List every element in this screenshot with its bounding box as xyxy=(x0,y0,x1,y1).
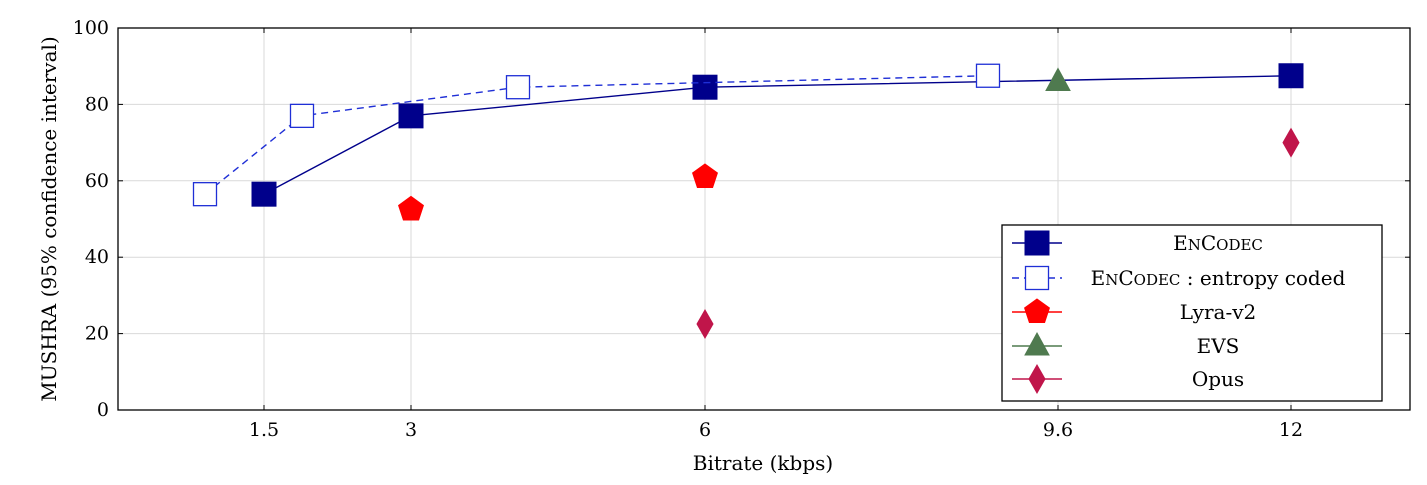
x-tick-label: 3 xyxy=(405,419,417,441)
legend-label-part: C xyxy=(1201,231,1216,255)
series-layer xyxy=(192,63,1304,340)
data-point xyxy=(192,182,218,207)
data-point xyxy=(1278,63,1304,89)
series-0 xyxy=(251,63,1304,207)
data-point xyxy=(398,195,424,221)
data-point xyxy=(692,163,718,188)
legend-item: ENCODEC xyxy=(1012,230,1263,256)
legend-label-part: N xyxy=(1105,271,1118,289)
legend-marker xyxy=(1024,298,1050,323)
series-4 xyxy=(696,127,1300,340)
series-line xyxy=(204,75,989,195)
legend-label: ENCODEC xyxy=(1173,231,1263,255)
x-tick-label: 9.6 xyxy=(1043,419,1073,441)
legend-label: Lyra-v2 xyxy=(1180,300,1257,324)
legend-label: EVS xyxy=(1197,334,1240,358)
y-tick-label: 60 xyxy=(85,170,109,192)
data-point xyxy=(505,75,531,100)
legend-label-part: C xyxy=(1118,266,1133,290)
legend-marker xyxy=(1024,230,1050,256)
legend-item: EVS xyxy=(1012,331,1240,358)
data-point xyxy=(975,63,1001,88)
x-tick-label: 1.5 xyxy=(249,419,279,441)
legend-label-part: Opus xyxy=(1192,367,1244,391)
x-tick-label: 6 xyxy=(699,419,711,441)
data-point xyxy=(251,181,277,207)
legend-label-part: ODEC xyxy=(1216,236,1263,254)
legend-label-part: N xyxy=(1188,236,1201,254)
series-3 xyxy=(1045,67,1071,91)
legend-item: ENCODEC : entropy coded xyxy=(1012,265,1346,291)
series-2 xyxy=(398,163,718,221)
y-axis-label: MUSHRA (95% confidence interval) xyxy=(37,36,61,401)
plot-frame xyxy=(117,27,1411,411)
series-1 xyxy=(192,63,1001,207)
data-point xyxy=(289,103,315,129)
legend-label-part: ODEC xyxy=(1134,271,1181,289)
data-point xyxy=(1282,127,1300,158)
data-point xyxy=(692,74,718,100)
legend-label: ENCODEC : entropy coded xyxy=(1091,266,1346,290)
legend-marker xyxy=(1024,265,1050,291)
tick-labels: 0 20 40 60 80 100 1.5 3 6 9.6 12 xyxy=(73,17,1410,441)
legend-label-part: : entropy coded xyxy=(1180,266,1345,290)
legend-item: Opus xyxy=(1012,363,1244,395)
data-point xyxy=(696,309,714,340)
y-tick-label: 20 xyxy=(85,323,109,345)
legend-marker xyxy=(1024,331,1050,356)
y-tick-label: 40 xyxy=(85,246,109,268)
y-tick-label: 0 xyxy=(97,399,109,421)
y-tick-label: 100 xyxy=(73,17,109,39)
data-point xyxy=(1045,67,1071,91)
legend-label: Opus xyxy=(1192,367,1244,391)
legend-label-part: Lyra-v2 xyxy=(1180,300,1257,324)
y-tick-label: 80 xyxy=(85,93,109,115)
legend-box xyxy=(1001,224,1383,402)
legend-marker xyxy=(1028,363,1046,395)
data-point xyxy=(398,103,424,129)
x-axis-label: Bitrate (kbps) xyxy=(693,451,833,475)
x-tick-label: 12 xyxy=(1279,419,1303,441)
legend-label-part: EVS xyxy=(1197,334,1240,358)
legend-label-part: E xyxy=(1091,266,1106,290)
legend-item: Lyra-v2 xyxy=(1012,298,1257,324)
legend-label-part: E xyxy=(1173,231,1188,255)
series-line xyxy=(263,75,1292,195)
